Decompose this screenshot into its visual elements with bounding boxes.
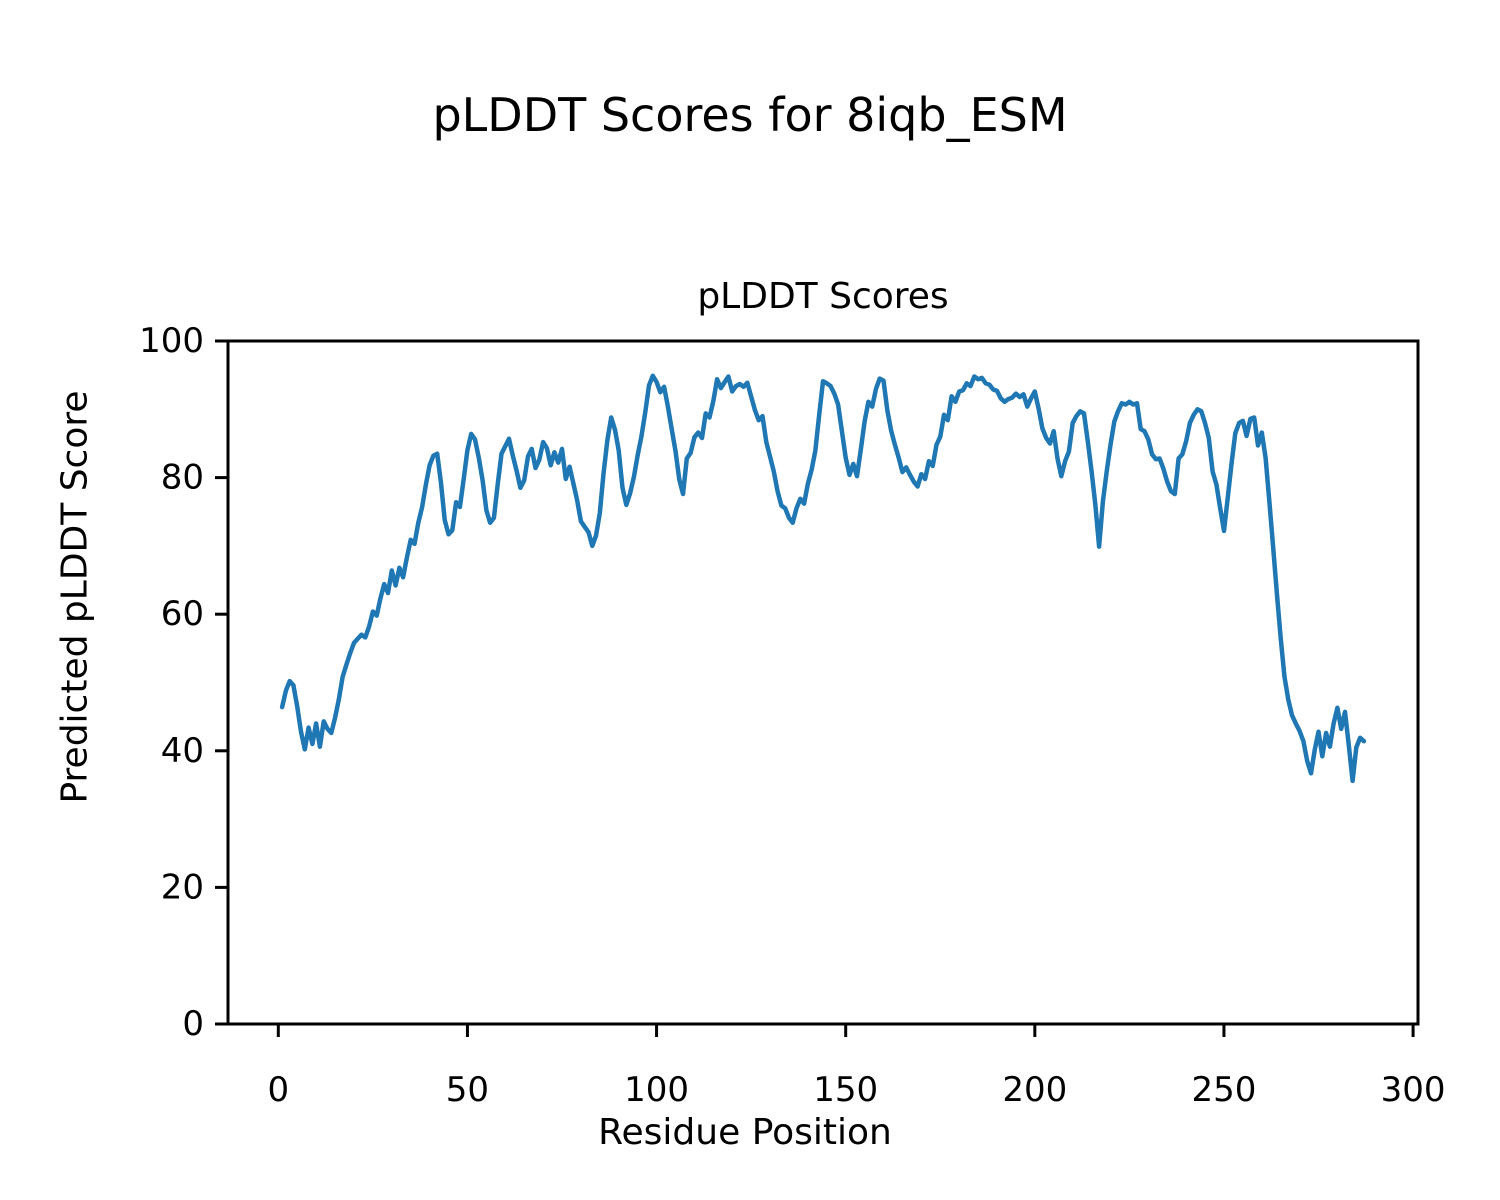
- x-tick-label: 100: [624, 1070, 689, 1110]
- y-tick-label: 20: [161, 867, 204, 907]
- y-tick-label: 100: [139, 321, 204, 361]
- x-tick-label: 200: [1002, 1070, 1067, 1110]
- x-axis-label: Residue Position: [598, 1112, 892, 1153]
- x-tick-label: 150: [813, 1070, 878, 1110]
- plot-border: [226, 339, 1420, 1026]
- x-tick-label: 300: [1381, 1070, 1446, 1110]
- axes-title: pLDDT Scores: [697, 276, 949, 317]
- x-tick-label: 50: [446, 1070, 489, 1110]
- y-tick-label: 0: [182, 1004, 204, 1044]
- y-tick-label: 80: [161, 458, 204, 498]
- y-tick-label: 40: [161, 731, 204, 771]
- plddt-line: [279, 373, 1367, 784]
- x-tick-label: 0: [267, 1070, 289, 1110]
- y-tick-label: 60: [161, 594, 204, 634]
- x-tick-label: 250: [1192, 1070, 1257, 1110]
- figure-title: pLDDT Scores for 8iqb_ESM: [432, 88, 1068, 142]
